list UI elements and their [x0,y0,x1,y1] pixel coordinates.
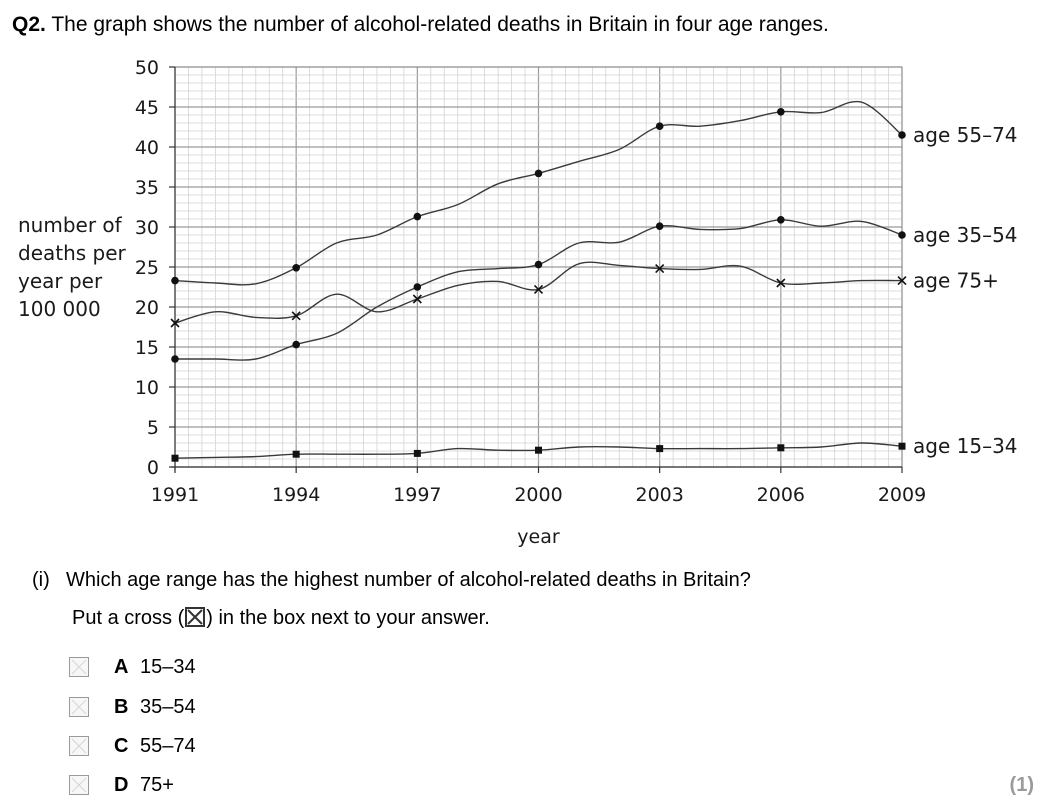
data-point [656,445,664,453]
y-axis-label-line: number of [18,213,122,237]
option-d[interactable]: D 75+ [69,772,174,798]
y-tick-label: 50 [135,57,159,79]
x-tick-label: 2009 [878,484,926,506]
y-tick-label: 15 [135,337,159,359]
data-point [777,108,785,116]
y-axis-label-line: 100 000 [18,297,101,321]
marks-value: (1) [1009,774,1034,796]
data-point [776,278,786,288]
x-tick-label: 1994 [272,484,320,506]
question-part: (i) Which age range has the highest numbe… [32,567,751,593]
x-tick-label: 1997 [393,484,441,506]
option-letter: D [114,773,129,796]
part-number: (i) [32,569,50,591]
question-number: Q2. [12,13,46,36]
data-point [413,212,422,221]
question-title: Q2. The graph shows the number of alcoho… [12,12,829,38]
data-point-stroke [776,278,786,288]
cross-box-icon [185,607,206,627]
data-point [655,122,664,130]
x-axis-label: year [517,526,560,548]
data-point-stroke [412,294,422,304]
x-tick-label: 2003 [635,484,683,506]
y-tick-label: 5 [147,417,159,439]
data-point [533,284,544,294]
option-a[interactable]: A 15–34 [69,654,196,680]
y-tick-label: 30 [135,217,159,239]
option-letter: C [114,734,129,757]
option-label: 55–74 [140,734,196,757]
data-point [534,169,543,178]
data-point [898,442,906,450]
option-label: 35–54 [140,695,196,718]
data-point [171,355,179,363]
option-c[interactable]: C 55–74 [69,733,196,759]
y-tick-label: 40 [135,137,159,159]
y-tick-label: 20 [135,297,159,319]
option-letter: A [114,655,129,678]
part-text: Which age range has the highest number o… [66,569,751,591]
y-tick-label: 25 [135,257,159,279]
answer-checkbox[interactable] [69,697,89,717]
option-label: 75+ [140,773,174,796]
data-point-stroke [291,311,301,321]
data-point-stroke [170,318,180,328]
data-point [898,131,906,139]
data-point [170,318,180,328]
data-point [777,444,785,452]
data-point [534,260,543,269]
y-tick-label: 10 [135,377,159,399]
series-label: age 35–54 [913,223,1018,247]
line-chart: 0 5 10 15 20 25 30 35 40 45 50 1991 1994 1997 2000 2003… [135,57,1018,548]
data-point [413,449,421,457]
x-tick-label: 1991 [151,484,199,506]
data-point [897,276,907,286]
y-axis-label-line: year per [18,269,103,293]
data-point [535,446,542,454]
data-point [171,454,179,462]
data-point [292,450,300,458]
data-point [777,216,785,224]
data-point [655,264,665,274]
answer-checkbox[interactable] [69,775,89,795]
question-text: The graph shows the number of alcohol-re… [51,13,829,36]
y-axis-label: number of deaths per year per 100 000 [18,211,126,323]
answer-checkbox[interactable] [69,657,89,677]
instruction-text-start: Put a cross ( [72,607,185,629]
data-point [171,276,179,285]
data-point [292,340,300,349]
data-point [291,311,301,321]
option-label: 15–34 [140,655,196,678]
x-tick-label: 2006 [757,484,805,506]
data-point [655,222,664,230]
x-tick-label: 2000 [514,484,562,506]
series-label: age 75+ [913,269,999,293]
option-b[interactable]: B 35–54 [69,694,196,720]
y-tick-label: 35 [135,177,159,199]
y-tick-label: 0 [147,457,159,479]
y-tick-label: 45 [135,97,159,119]
data-point-stroke [655,264,665,274]
series-label: age 55–74 [913,123,1018,147]
data-point [413,283,422,291]
data-point [292,264,300,272]
instruction-text-end: ) in the box next to your answer. [206,607,490,629]
option-letter: B [114,695,129,718]
answer-instruction: Put a cross ( ) in the box next to your a… [72,605,490,631]
y-axis-label-line: deaths per [18,241,126,265]
series-label: age 15–34 [913,434,1018,458]
data-point [898,231,906,239]
answer-checkbox[interactable] [69,736,89,756]
data-point [412,294,422,304]
data-point-stroke [533,284,544,294]
data-point-stroke [897,276,907,286]
